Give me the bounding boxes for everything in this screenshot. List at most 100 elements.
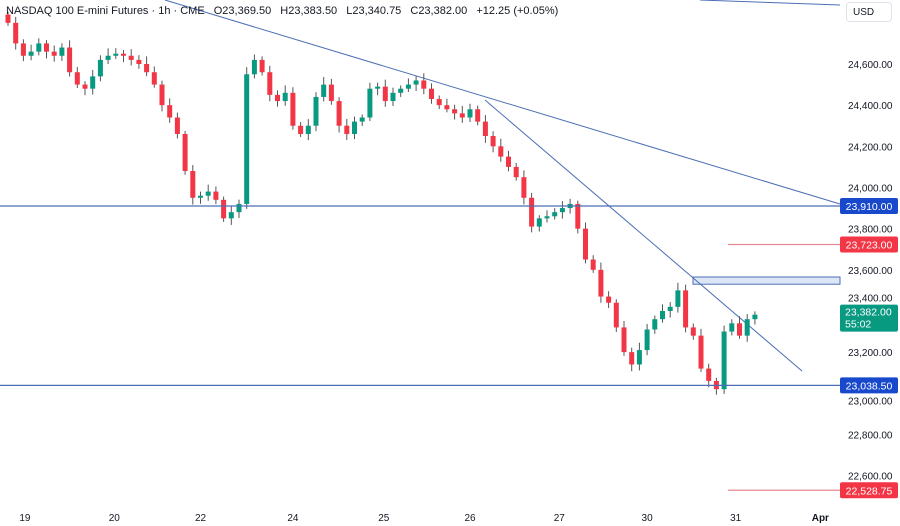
candle-body xyxy=(128,55,134,60)
candle xyxy=(621,321,627,356)
time-tick-label: 19 xyxy=(19,513,31,524)
candle-body xyxy=(405,84,411,89)
candle xyxy=(436,95,442,110)
candle-body xyxy=(182,133,188,172)
candle-body xyxy=(536,218,542,227)
price-tick-label: 24,000.00 xyxy=(848,183,893,194)
candle-body xyxy=(413,80,419,85)
price-tick-label: 23,800.00 xyxy=(848,225,893,236)
candle-body xyxy=(221,199,227,219)
candle-body xyxy=(752,314,758,320)
candle-body xyxy=(444,105,450,110)
candle-body xyxy=(429,88,434,99)
candle xyxy=(398,85,404,97)
candle xyxy=(213,186,219,205)
candle-body xyxy=(290,92,296,126)
price-tick-label: 24,400.00 xyxy=(848,101,893,112)
time-tick-label: 25 xyxy=(378,513,390,524)
candle xyxy=(275,90,280,107)
candle xyxy=(221,196,227,222)
candle-body xyxy=(698,335,704,369)
price-tick-label: 23,200.00 xyxy=(848,348,893,359)
candle-body xyxy=(59,47,65,56)
level-label-bg xyxy=(840,198,898,215)
candle-body xyxy=(113,53,119,56)
candle-body xyxy=(5,14,11,23)
candle-body xyxy=(13,22,19,44)
candle-body xyxy=(174,117,180,134)
candle xyxy=(667,302,673,318)
candle-body xyxy=(521,177,527,198)
candle-body xyxy=(51,51,57,56)
candle xyxy=(413,76,419,91)
candle-body xyxy=(644,329,650,351)
trendline-top xyxy=(699,0,841,6)
candle xyxy=(144,56,150,77)
price-tick-label: 24,600.00 xyxy=(848,60,893,71)
price-tick-label: 23,600.00 xyxy=(848,266,893,277)
candle-body xyxy=(359,117,365,122)
candle-body xyxy=(721,331,727,390)
candle xyxy=(498,138,504,162)
low-value: L23,340.75 xyxy=(346,5,402,17)
time-tick-label: 27 xyxy=(554,513,566,524)
level-label: 22,528.75 xyxy=(846,485,893,497)
candle-body xyxy=(305,125,311,134)
currency-button[interactable]: USD xyxy=(846,2,892,22)
candle-body xyxy=(205,191,211,196)
candle-body xyxy=(67,47,73,73)
candle-body xyxy=(105,55,111,60)
change-value: +12.25 (+0.05%) xyxy=(476,5,559,17)
candle-body xyxy=(20,43,26,56)
candle xyxy=(336,97,342,133)
level-label-bg xyxy=(840,236,898,253)
level-label: 23,038.50 xyxy=(846,380,893,392)
candle xyxy=(598,262,604,303)
candle xyxy=(20,39,26,62)
price-tick-label: 22,600.00 xyxy=(848,472,893,483)
supply-zone xyxy=(692,276,841,285)
price-tick-label: 23,000.00 xyxy=(848,396,893,407)
close-value: C23,382.00 xyxy=(410,5,468,17)
candle-body xyxy=(660,310,665,320)
candle-body xyxy=(598,269,604,297)
candle-body xyxy=(513,166,519,178)
candle-body xyxy=(298,125,304,134)
candle-body xyxy=(490,136,496,147)
bar-countdown: 55:02 xyxy=(845,319,871,331)
candle xyxy=(105,48,111,64)
candle-body xyxy=(236,203,242,213)
candle-body xyxy=(452,109,458,114)
candle xyxy=(405,78,411,92)
candle-body xyxy=(167,105,173,118)
candle xyxy=(506,150,511,172)
level-label: 23,910.00 xyxy=(846,201,893,213)
candle-body xyxy=(267,72,273,95)
candle-body xyxy=(159,84,165,106)
candle-body xyxy=(97,59,103,77)
candle-body xyxy=(228,212,234,219)
symbol-title[interactable]: NASDAQ 100 E-mini Futures · 1h · CME xyxy=(6,5,205,17)
candle xyxy=(290,87,296,130)
candle-body xyxy=(744,319,750,336)
candle xyxy=(259,56,265,76)
candle-body xyxy=(729,323,735,332)
candle-body xyxy=(482,121,488,137)
time-tick-label: 22 xyxy=(195,513,207,524)
candle xyxy=(51,45,57,62)
candle xyxy=(675,282,681,313)
candle xyxy=(744,314,750,342)
candle xyxy=(513,162,519,181)
candle xyxy=(298,122,304,138)
candle-body xyxy=(421,80,427,89)
candle xyxy=(713,377,719,395)
candle xyxy=(429,83,434,104)
candle xyxy=(174,112,180,139)
candle-body xyxy=(313,96,319,126)
candle-body xyxy=(259,59,265,73)
candle-body xyxy=(382,86,388,102)
candle xyxy=(36,38,42,56)
candle-body xyxy=(683,290,689,328)
candle-body xyxy=(398,88,404,93)
